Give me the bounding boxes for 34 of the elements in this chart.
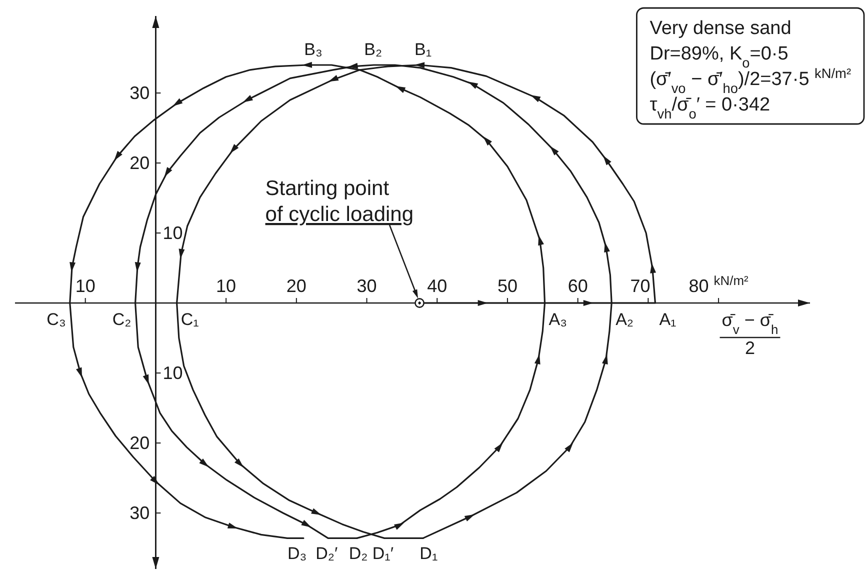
x-tick-label: 10	[216, 276, 236, 296]
y-tick-label: 30	[130, 82, 150, 103]
annotation: Dr=89%, K$_{o}$=0·5	[650, 44, 788, 70]
x-tick-label: 50	[497, 276, 518, 296]
x-tick-label: 40	[427, 276, 448, 296]
x-tick-label: 20	[286, 276, 306, 296]
annotation: D₁′	[372, 544, 394, 564]
annotation: D₂	[348, 544, 368, 564]
x-tick-label: 10	[75, 276, 96, 296]
annotation: B₁	[414, 40, 432, 59]
y-tick-label: 30	[130, 502, 150, 523]
y-tick-label: 20	[130, 432, 150, 453]
y2-tick-label: 10	[162, 222, 183, 243]
annotation: τ$_{vh}$/σ̄$_{o}$′ = 0·342	[650, 94, 770, 121]
annotation: D₂′	[316, 544, 338, 564]
x-tick-label: 60	[568, 276, 588, 296]
text: σ̄$_{v}$ − σ̄$_{h}$ 2	[722, 310, 778, 358]
annotation: A₂	[616, 310, 634, 329]
annotation: C₂	[112, 310, 132, 329]
y2-tick-label: 10	[162, 362, 183, 383]
annotation: A₁	[659, 310, 677, 329]
annotation: B₂	[364, 40, 382, 59]
annotation: B₃	[304, 40, 322, 59]
y-tick-label: 20	[130, 152, 150, 173]
x-tick-label: 80 $^{kN/m²}$	[688, 272, 749, 296]
annotation: D₁	[420, 544, 438, 564]
x-tick-label: 30	[356, 276, 377, 296]
annotation: C₃	[46, 310, 66, 329]
annotation: D₃	[288, 544, 307, 564]
annotation: Very dense sand	[650, 18, 792, 39]
x-tick-label: 70	[630, 276, 650, 296]
annotation: Starting point of cyclic loading	[265, 177, 414, 226]
annotation: C₁	[180, 310, 200, 329]
annotation: A₃	[548, 310, 568, 329]
